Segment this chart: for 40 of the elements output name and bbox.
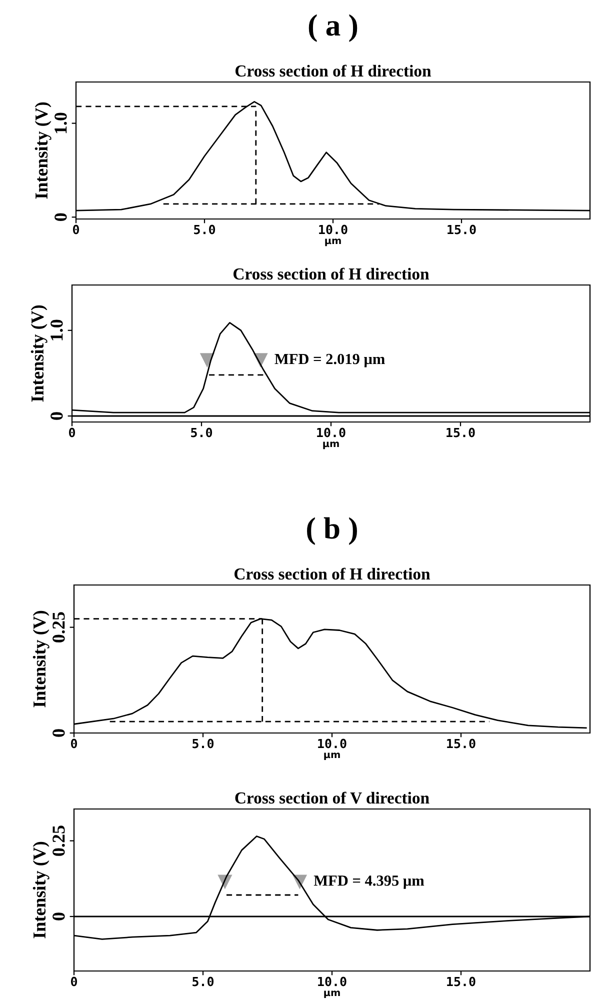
x-tick-label: 0: [72, 224, 80, 234]
x-axis-title: μm: [325, 238, 341, 246]
chart-title: Cross section of H direction: [234, 268, 430, 280]
x-tick-label: 10.0: [318, 976, 346, 986]
y-tick-label: 0: [50, 412, 63, 420]
x-tick-label: 5.0: [191, 428, 212, 438]
x-tick-label: 5.0: [192, 976, 214, 986]
x-axis-title: μm: [323, 442, 339, 450]
annotation: MFD = 4.395 μm: [314, 876, 424, 889]
x-axis-title: μm: [324, 990, 340, 998]
chart-title: Cross section of V direction: [235, 792, 430, 804]
y-axis-title: Intensity (V): [34, 102, 52, 199]
y-axis-title: Intensity (V): [32, 610, 50, 708]
y-tick-label: 0.25: [52, 826, 65, 856]
x-tick-label: 15.0: [447, 738, 476, 748]
x-tick-label: 0: [70, 976, 78, 986]
x-tick-label: 15.0: [448, 224, 476, 234]
x-tick-label: 0: [70, 738, 78, 748]
y-axis-title: Intensity (V): [30, 305, 48, 402]
x-tick-label: 15.0: [447, 976, 476, 986]
chart-subtitle: Cross section of H direction: [234, 568, 430, 580]
annotation: MFD = 2.019 μm: [274, 354, 385, 368]
x-tick-label: 15.0: [446, 428, 475, 438]
y-tick-label: 1.0: [54, 112, 67, 134]
x-tick-label: 5.0: [194, 224, 216, 234]
x-tick-label: 5.0: [192, 738, 214, 748]
y-tick-label: 0: [54, 213, 67, 221]
y-tick-label: 0.25: [52, 612, 65, 642]
chart-subtitle: Cross section of H direction: [236, 64, 432, 77]
chart-title: ( b ): [307, 517, 357, 545]
x-tick-label: 10.0: [318, 738, 346, 748]
chart-title: ( a ): [308, 14, 358, 42]
y-tick-label: 0: [52, 912, 65, 920]
y-axis-title: Intensity (V): [32, 842, 50, 938]
x-tick-label: 10.0: [319, 224, 348, 234]
x-tick-label: 0: [68, 428, 76, 438]
x-tick-label: 10.0: [317, 428, 346, 438]
y-tick-label: 1.0: [50, 320, 63, 340]
x-axis-title: μm: [324, 752, 340, 760]
y-tick-label: 0: [52, 729, 65, 737]
